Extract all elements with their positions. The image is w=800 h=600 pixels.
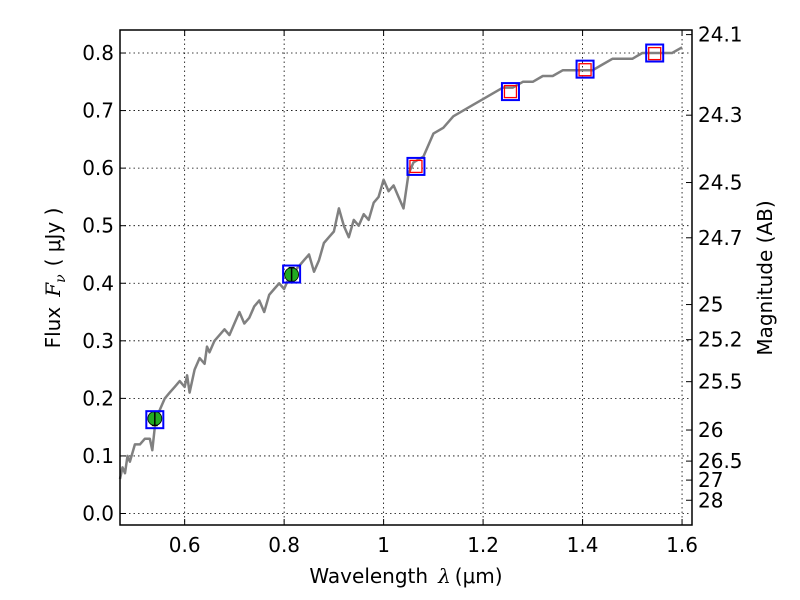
spectrum-line — [118, 46, 683, 480]
model-photometry-box — [503, 84, 518, 99]
model-photometry-box — [578, 63, 592, 77]
y-tick-label: 0.5 — [82, 214, 114, 238]
y-tick-label: 0.4 — [82, 271, 114, 295]
y-tick-label: 0.2 — [82, 386, 114, 410]
model-photometry-box — [648, 46, 662, 61]
y-axis-label: FluxFν( μJy ) — [41, 208, 69, 349]
x-tick-label: 1.6 — [666, 533, 698, 557]
ticks-layer: 0.6 0.8 1 1.2 1.4 1.6 0.0 0.1 0.2 0.3 0.4 0.5 0.6 0.7… — [82, 23, 742, 557]
synthetic-photometry-box — [500, 82, 520, 102]
y2-tick-label: 25 — [698, 293, 723, 317]
plot-background — [120, 30, 692, 525]
y-tick-label: 0.3 — [82, 329, 114, 353]
synthetic-photometry-box — [406, 156, 426, 176]
y-tick-label: 0.7 — [82, 99, 114, 123]
plot-frame — [119, 29, 693, 526]
y-tick-label: 0.6 — [82, 156, 114, 180]
x-axis-label: Wavelength λ (μm) — [309, 564, 502, 588]
x-tick-label: 1.2 — [467, 533, 499, 557]
y2-tick-label: 27 — [698, 468, 723, 492]
y-tick-label: 0.1 — [82, 444, 114, 468]
y2-tick-label: 25.2 — [698, 328, 743, 352]
y2-tick-label: 24.1 — [698, 23, 743, 47]
y2-tick-label: 25.5 — [698, 370, 743, 394]
x-tick-label: 0.8 — [268, 533, 300, 557]
y2-tick-label: 28 — [698, 488, 723, 512]
spectrum-layer — [118, 46, 683, 480]
synthetic-photometry-box — [145, 410, 165, 430]
synthetic-photometry-box — [575, 59, 595, 79]
x-tick-label: 0.6 — [169, 533, 201, 557]
y2-tick-label: 26.5 — [698, 449, 743, 473]
synthetic-photometry-box — [282, 264, 302, 284]
y2-tick-label: 26 — [698, 418, 723, 442]
y2-axis-label: Magnitude (AB) — [753, 200, 777, 355]
y-tick-label: 0.0 — [82, 501, 114, 525]
y-tick-label: 0.8 — [82, 41, 114, 65]
y2-tick-label: 24.3 — [698, 103, 743, 127]
synthetic-photometry-box — [645, 43, 665, 63]
x-tick-label: 1 — [377, 533, 390, 557]
y2-tick-label: 24.7 — [698, 226, 743, 250]
y2-tick-label: 24.5 — [698, 171, 743, 195]
x-tick-label: 1.4 — [567, 533, 599, 557]
points-layer — [145, 43, 665, 430]
model-photometry-box — [409, 159, 423, 174]
